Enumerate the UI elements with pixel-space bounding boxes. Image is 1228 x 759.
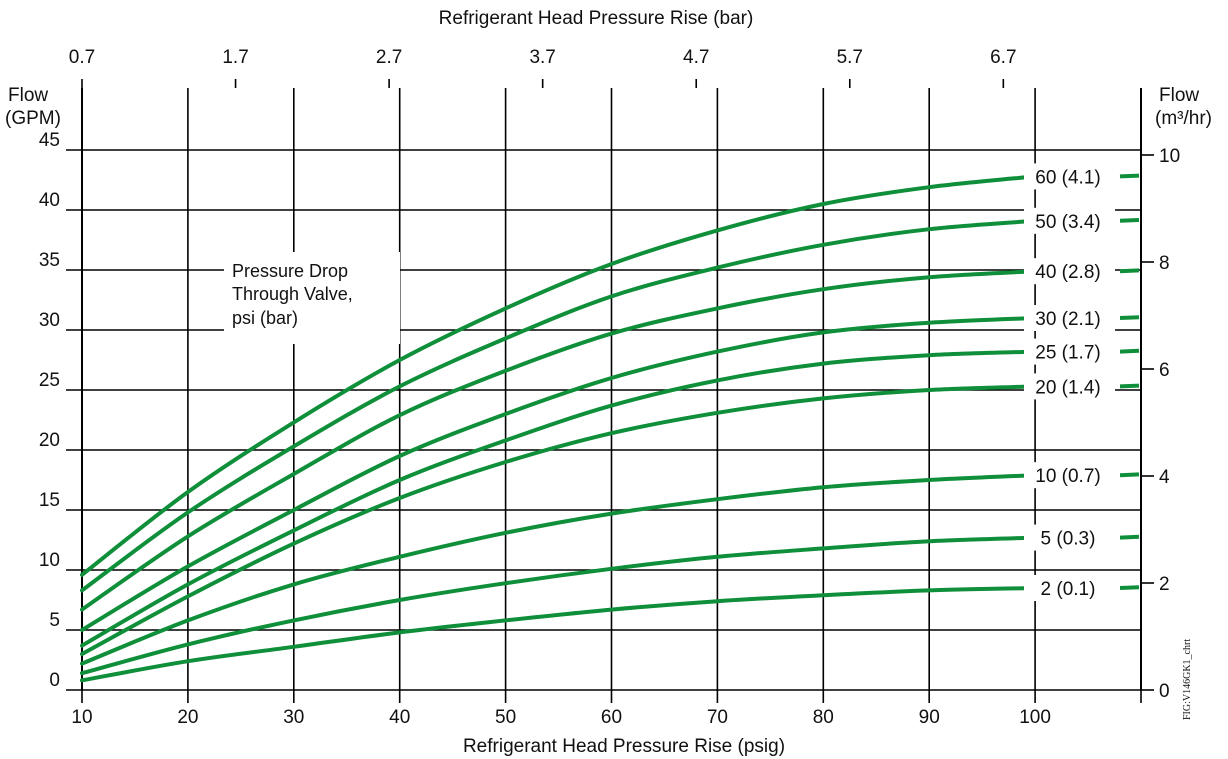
top-tick-label: 0.7	[69, 47, 95, 68]
flow-curves	[80, 174, 1038, 683]
curve-label-backdrop	[1024, 524, 1115, 551]
right-tick-label: 4	[1159, 467, 1170, 488]
annotation-line1: Pressure Drop	[232, 261, 348, 281]
right-axis-title-line2: (m³/hr)	[1155, 108, 1212, 129]
curve-labels: 60 (4.1) 50 (3.4) 40 (2.8) 30 (2.1) 25 (1.7)…	[1024, 163, 1140, 601]
curve-label-2: 2 (0.1)	[1041, 579, 1096, 600]
x-tick-label: 30	[283, 707, 304, 728]
flow-curve-60	[80, 174, 1038, 577]
curve-dash-30	[1119, 315, 1140, 320]
curve-label-25: 25 (1.7)	[1035, 343, 1100, 364]
y-tick-label: 15	[39, 490, 60, 511]
flow-curve-2	[80, 586, 1038, 683]
curve-label-backdrop	[1024, 258, 1115, 285]
flow-curve-5	[80, 535, 1038, 676]
y-tick-label: 5	[49, 610, 60, 631]
flow-curve-25	[80, 349, 1038, 648]
right-tick-label: 8	[1159, 253, 1170, 274]
curve-label-backdrop	[1024, 305, 1115, 331]
curve-dash-50	[1119, 218, 1140, 223]
annotation-line2: Through Valve,	[232, 284, 353, 304]
curve-dash-40	[1119, 268, 1140, 274]
y-tick-label: 20	[39, 430, 60, 451]
right-tick-label: 10	[1159, 146, 1180, 167]
x-tick-label: 40	[389, 707, 410, 728]
curve-label-backdrop	[1024, 163, 1115, 190]
flow-curve-10	[80, 473, 1038, 666]
y-tick-label: 30	[39, 310, 60, 331]
top-tick-label: 4.7	[683, 47, 709, 68]
flow-curve-20	[80, 384, 1038, 656]
curve-label-backdrop	[1024, 373, 1115, 400]
annotation-line3: psi (bar)	[232, 308, 298, 328]
left-axis-title-line1: Flow	[8, 85, 48, 106]
flow-curve-50	[80, 218, 1038, 593]
top-axis-title: Refrigerant Head Pressure Rise (bar)	[439, 8, 754, 29]
curve-label-50: 50 (3.4)	[1035, 212, 1100, 233]
figure-id: FIG:V146GK1_chrt	[1182, 639, 1193, 720]
curve-dash-60	[1119, 173, 1140, 179]
curve-label-20: 20 (1.4)	[1035, 377, 1100, 398]
x-tick-label: 100	[1019, 707, 1051, 728]
top-tick-label: 5.7	[837, 47, 863, 68]
curve-dash-5	[1119, 534, 1140, 540]
top-tick-label: 2.7	[376, 47, 402, 68]
curve-label-40: 40 (2.8)	[1035, 262, 1100, 283]
curve-dash-25	[1119, 348, 1140, 354]
y-tick-label: 40	[39, 190, 60, 211]
x-tick-label: 60	[601, 707, 622, 728]
bottom-axis-title: Refrigerant Head Pressure Rise (psig)	[463, 736, 785, 757]
top-tick-label: 3.7	[529, 47, 555, 68]
x-tick-label: 70	[707, 707, 728, 728]
top-tick-label: 1.7	[222, 47, 248, 68]
right-tick-label: 2	[1159, 574, 1170, 595]
x-tick-label: 20	[177, 707, 198, 728]
y-tick-label: 45	[39, 130, 60, 151]
flow-curve-40	[80, 269, 1038, 612]
x-tick-label: 90	[919, 707, 940, 728]
curve-dash-20	[1119, 383, 1140, 389]
right-axis-title-line1: Flow	[1159, 85, 1199, 106]
y-tick-label: 0	[49, 670, 60, 691]
curve-label-30: 30 (2.1)	[1035, 309, 1100, 330]
flow-curve-30	[80, 316, 1038, 632]
top-tick-label: 6.7	[990, 47, 1016, 68]
curve-label-60: 60 (4.1)	[1035, 167, 1100, 188]
x-tick-label: 80	[813, 707, 834, 728]
curve-label-backdrop	[1024, 575, 1115, 601]
left-axis-title-line2: (GPM)	[5, 108, 61, 129]
annotation-backdrop	[224, 252, 400, 344]
curve-label-backdrop	[1024, 338, 1115, 365]
curve-label-backdrop	[1024, 462, 1115, 489]
y-tick-label: 10	[39, 550, 60, 571]
x-tick-label: 50	[495, 707, 516, 728]
right-tick-label: 6	[1159, 360, 1170, 381]
curve-dash-2	[1119, 585, 1140, 590]
x-tick-label: 10	[71, 707, 92, 728]
y-tick-label: 25	[39, 370, 60, 391]
curve-label-5: 5 (0.3)	[1041, 529, 1096, 550]
curve-dash-10	[1119, 472, 1140, 478]
curve-label-backdrop	[1024, 207, 1115, 234]
curve-label-10: 10 (0.7)	[1035, 466, 1100, 487]
right-tick-label: 0	[1159, 681, 1170, 702]
y-tick-label: 35	[39, 250, 60, 271]
